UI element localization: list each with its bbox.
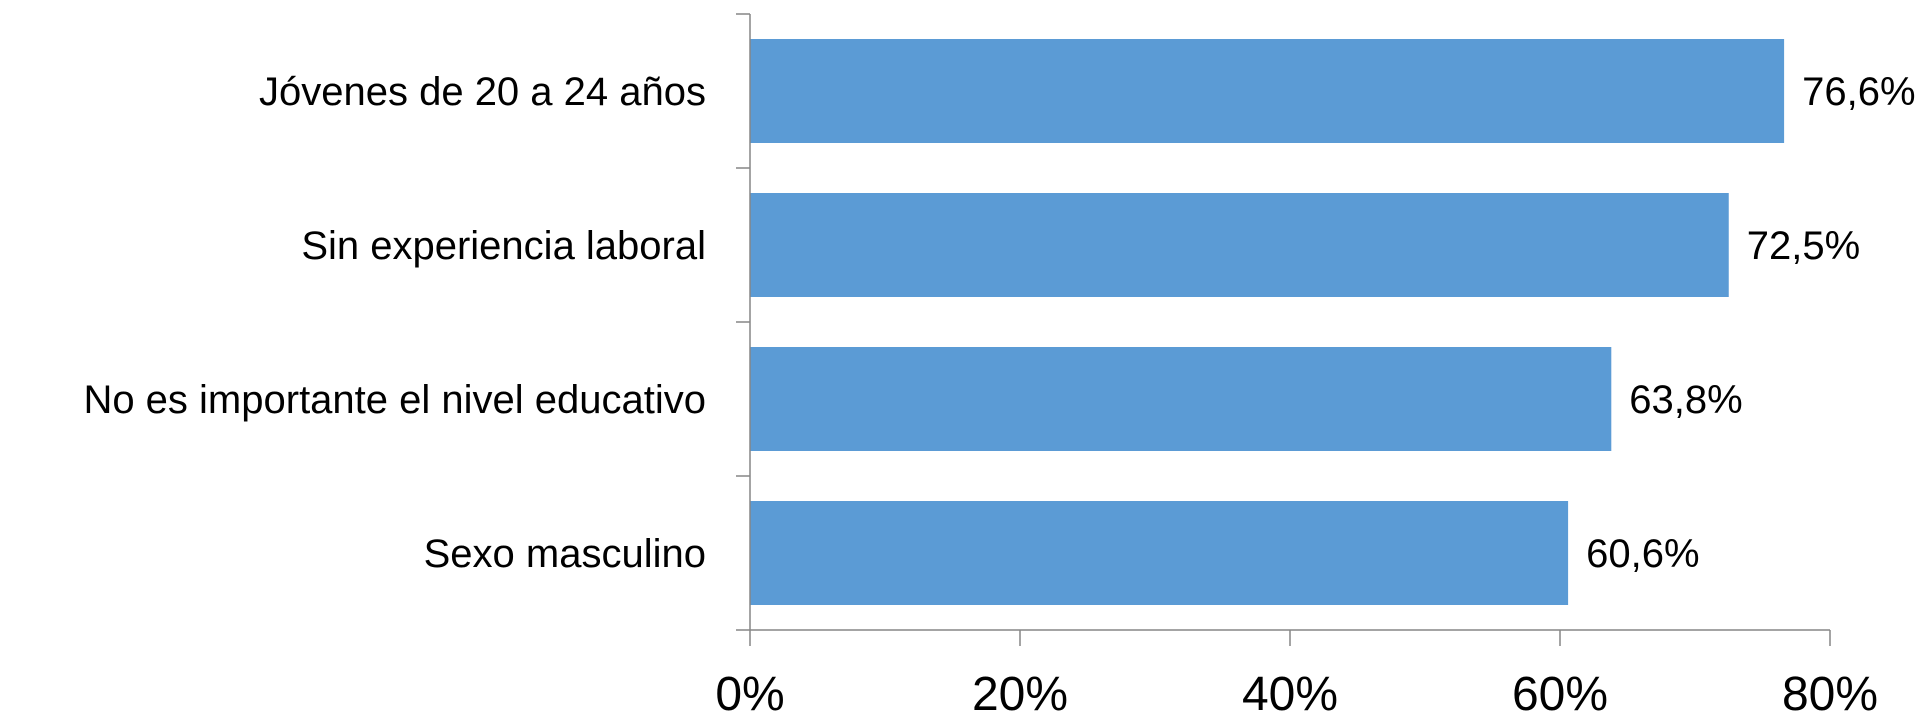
axes-layer (736, 13, 1831, 646)
category-label: Sexo masculino (424, 532, 706, 576)
data-label: 63,8% (1629, 378, 1742, 422)
category-label: No es importante el nivel educativo (83, 378, 706, 422)
x-tick-label: 20% (972, 668, 1068, 721)
x-tick-label: 80% (1782, 668, 1878, 721)
data-label: 76,6% (1802, 70, 1915, 114)
x-tick-label: 60% (1512, 668, 1608, 721)
data-label: 72,5% (1747, 224, 1860, 268)
bar (750, 39, 1785, 143)
x-tick-label: 0% (715, 668, 784, 721)
labels-layer: Jóvenes de 20 a 24 años 76,6% Sin experien… (83, 70, 1915, 721)
category-label: Sin experiencia laboral (301, 224, 706, 268)
data-label: 60,6% (1586, 532, 1699, 576)
bar (750, 193, 1729, 297)
category-label: Jóvenes de 20 a 24 años (259, 70, 706, 114)
bars-layer (750, 39, 1785, 605)
bar (750, 501, 1569, 605)
bar (750, 347, 1612, 451)
x-tick-label: 40% (1242, 668, 1338, 721)
